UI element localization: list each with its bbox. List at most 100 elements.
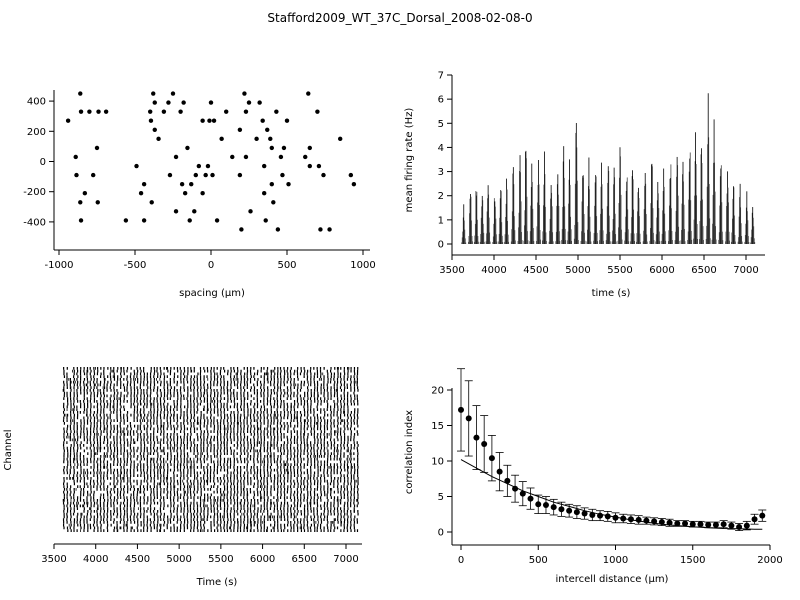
spacing-point bbox=[87, 109, 92, 114]
firing-rate-x-tick-label: 7000 bbox=[733, 265, 758, 276]
spacing-point bbox=[138, 191, 144, 196]
spacing-point bbox=[161, 109, 167, 114]
spacing-point bbox=[303, 154, 308, 160]
spacing-point bbox=[318, 227, 323, 232]
spacing-point bbox=[141, 218, 147, 223]
spacing-point bbox=[265, 127, 270, 132]
spacing-point bbox=[248, 209, 253, 214]
firing-rate-x-tick-label: 5000 bbox=[565, 265, 590, 276]
spacing-point bbox=[274, 109, 279, 114]
spacing-point bbox=[211, 118, 217, 123]
spacing-point bbox=[321, 172, 326, 178]
panel-firing-rate-y-label: mean firing rate (Hz) bbox=[404, 108, 415, 213]
spacing-point bbox=[281, 145, 287, 151]
spacing-point bbox=[170, 91, 176, 96]
spacing-point bbox=[103, 109, 109, 114]
spacing-point bbox=[82, 191, 88, 196]
spacing-point bbox=[230, 154, 235, 160]
figure-title: Stafford2009_WT_37C_Dorsal_2008-02-08-0 bbox=[267, 11, 532, 25]
spacing-y-tick-label: 0 bbox=[40, 157, 46, 168]
panel-firing-rate-bars bbox=[461, 93, 756, 244]
spacing-point bbox=[78, 218, 84, 223]
panel-firing-rate-x-label: time (s) bbox=[592, 288, 631, 299]
spacing-point bbox=[173, 154, 179, 160]
spacing-point bbox=[207, 118, 212, 123]
spacing-point bbox=[286, 181, 291, 187]
firing-rate-x-tick-label: 6500 bbox=[691, 265, 716, 276]
spacing-point bbox=[315, 109, 320, 114]
spacing-point bbox=[141, 181, 147, 187]
panel-firing-rate-y-ticks: 0 1 2 3 4 5 6 7 bbox=[438, 71, 452, 251]
spacing-point bbox=[148, 109, 153, 114]
spacing-point bbox=[151, 91, 156, 96]
spacing-point bbox=[269, 181, 274, 187]
spacing-point bbox=[205, 163, 211, 169]
spacing-point bbox=[239, 227, 244, 232]
spacing-point bbox=[181, 100, 186, 105]
firing-rate-x-tick-label: 4500 bbox=[523, 265, 548, 276]
spacing-point bbox=[351, 181, 357, 187]
spacing-point bbox=[237, 127, 243, 132]
spacing-point bbox=[284, 118, 290, 123]
spacing-point bbox=[210, 172, 215, 178]
spacing-point bbox=[65, 118, 71, 123]
spacing-x-tick-label: 0 bbox=[208, 260, 214, 271]
spacing-point bbox=[148, 118, 154, 123]
spacing-point bbox=[246, 100, 252, 105]
spacing-point bbox=[271, 200, 276, 205]
spacing-point bbox=[219, 136, 224, 142]
spacing-point bbox=[260, 118, 265, 123]
panel-firing-rate-x-ticks: 3500 4000 4500 5000 5500 6000 6500 7000 bbox=[439, 255, 759, 276]
firing-rate-y-tick-label: 5 bbox=[438, 119, 444, 130]
spacing-x-tick-label: 1000 bbox=[350, 260, 375, 271]
spacing-point bbox=[262, 191, 267, 196]
spacing-point bbox=[196, 163, 202, 169]
spacing-y-tick-label: 400 bbox=[27, 97, 46, 108]
panel-spacing: -1000 -500 0 500 1000 -400 -200 0 200 400 spacin… bbox=[23, 90, 376, 299]
spacing-point bbox=[95, 200, 100, 205]
spacing-point bbox=[257, 100, 262, 105]
spacing-point bbox=[166, 100, 171, 105]
spacing-y-tick-label: 200 bbox=[27, 127, 46, 138]
spacing-point bbox=[254, 136, 259, 142]
spacing-point bbox=[187, 218, 192, 223]
spacing-point bbox=[134, 163, 139, 169]
spacing-x-tick-label: -1000 bbox=[44, 260, 73, 271]
spacing-point bbox=[268, 136, 273, 142]
panel-spacing-x-label: spacing (µm) bbox=[179, 288, 245, 299]
spacing-point bbox=[307, 145, 312, 151]
spacing-y-tick-label: -200 bbox=[23, 187, 46, 198]
spacing-point bbox=[78, 109, 84, 114]
spacing-point bbox=[262, 163, 267, 169]
spacing-point bbox=[91, 172, 96, 178]
spacing-point bbox=[338, 136, 343, 142]
spacing-point bbox=[208, 100, 214, 105]
spacing-point bbox=[167, 172, 173, 178]
spacing-point bbox=[269, 145, 274, 151]
spacing-point bbox=[178, 109, 183, 114]
spacing-point bbox=[185, 145, 190, 151]
panel-firing-rate: 3500 4000 4500 5000 5500 6000 6500 7000 0 1 2 3 4 5 6… bbox=[404, 71, 765, 299]
spacing-point bbox=[73, 154, 78, 160]
spacing-point bbox=[179, 181, 185, 187]
panel-spacing-x-ticks: -1000 -500 0 500 1000 bbox=[44, 250, 376, 271]
spacing-point bbox=[316, 163, 322, 169]
spacing-point bbox=[182, 191, 188, 196]
firing-rate-y-tick-label: 4 bbox=[438, 143, 444, 154]
spacing-point bbox=[242, 91, 247, 96]
spacing-point bbox=[214, 218, 220, 223]
spacing-point bbox=[306, 91, 311, 96]
spacing-point bbox=[280, 172, 285, 178]
spacing-point bbox=[173, 209, 179, 214]
firing-rate-y-tick-label: 0 bbox=[438, 240, 444, 251]
spacing-point bbox=[243, 109, 249, 114]
firing-rate-x-tick-label: 4000 bbox=[481, 265, 506, 276]
panel-spacing-points bbox=[65, 91, 357, 232]
spacing-point bbox=[74, 172, 79, 178]
firing-rate-x-tick-label: 5500 bbox=[607, 265, 632, 276]
firing-rate-y-tick-label: 1 bbox=[438, 215, 444, 226]
spacing-point bbox=[123, 218, 129, 223]
spacing-point bbox=[78, 91, 83, 96]
firing-rate-y-tick-label: 6 bbox=[438, 95, 444, 106]
